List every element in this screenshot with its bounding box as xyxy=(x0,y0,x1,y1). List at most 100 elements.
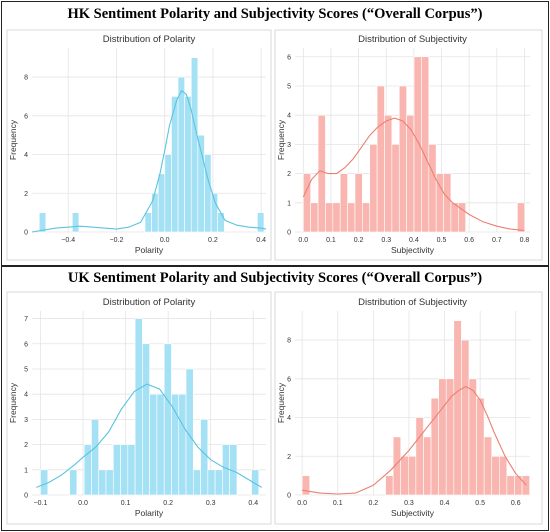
y-tick-label: 8 xyxy=(24,75,28,82)
histogram-bar xyxy=(157,173,166,233)
histogram-bar xyxy=(398,85,407,233)
histogram-bar xyxy=(144,212,152,233)
histogram-bar xyxy=(445,378,455,496)
x-tick-label: 0.3 xyxy=(381,237,391,244)
x-tick-label: 0.6 xyxy=(511,500,521,507)
x-axis-label: Subjectivity xyxy=(391,245,435,255)
histogram-bar xyxy=(185,368,194,496)
histogram-bar xyxy=(491,455,500,496)
histogram-bar xyxy=(164,154,172,233)
histogram-bar xyxy=(517,202,526,233)
chart-panel-4: 0.0 0.1 0.2 0.3 0.4 0.5 0.6 0 2 4 6 8 Distribution o… xyxy=(274,291,543,525)
histogram-bar xyxy=(83,444,92,496)
chart-title: Distribution of Subjectivity xyxy=(358,297,467,308)
x-tick-label: 0.4 xyxy=(256,237,266,244)
histogram-bar xyxy=(149,393,158,496)
x-tick-label: 0.3 xyxy=(404,500,414,507)
y-tick-label: 2 xyxy=(287,171,291,178)
histogram-bar xyxy=(369,144,378,233)
y-tick-label: 4 xyxy=(287,113,291,120)
section-divider xyxy=(1,265,548,267)
histogram-bar xyxy=(120,444,129,496)
x-axis-label: Polarity xyxy=(135,508,164,518)
x-axis-label: Subjectivity xyxy=(391,508,435,518)
histogram-bar xyxy=(483,436,493,496)
histogram-bar xyxy=(200,419,209,496)
y-tick-label: 3 xyxy=(287,142,291,149)
histogram-bar xyxy=(385,475,394,496)
histogram-bar xyxy=(461,339,470,496)
y-tick-label: 8 xyxy=(287,338,291,345)
x-tick-label: 0.6 xyxy=(464,237,474,244)
kde-curve xyxy=(31,89,267,233)
histogram-bar xyxy=(214,469,223,496)
x-tick-label: 0.4 xyxy=(409,237,419,244)
histogram-bar xyxy=(423,436,432,496)
histogram-bar xyxy=(453,320,462,496)
histogram-bar xyxy=(443,173,452,233)
histogram-bar xyxy=(458,202,466,233)
histogram-bar xyxy=(217,212,225,233)
x-tick-label: −0.4 xyxy=(61,237,75,244)
y-axis-label: Frequency xyxy=(8,119,18,160)
histogram-bar xyxy=(40,469,49,496)
histogram-bar xyxy=(413,56,422,233)
histogram-bar xyxy=(450,202,459,233)
x-axis-label: Polarity xyxy=(135,245,164,255)
y-tick-label: 6 xyxy=(24,113,28,120)
kde-curve xyxy=(302,117,525,232)
histogram-bar xyxy=(105,469,114,496)
x-tick-label: 0.1 xyxy=(326,237,336,244)
hk-section-title: HK Sentiment Polarity and Subjectivity S… xyxy=(67,6,483,22)
y-tick-label: 4 xyxy=(24,152,28,159)
histogram-bar xyxy=(134,318,143,496)
y-tick-label: 0 xyxy=(24,230,28,237)
y-tick-label: 1 xyxy=(287,200,291,207)
histogram-bar xyxy=(430,397,439,496)
histogram-bar xyxy=(69,469,78,496)
x-tick-label: 0.1 xyxy=(121,500,131,507)
chart-title: Distribution of Subjectivity xyxy=(358,34,467,45)
y-axis-label: Frequency xyxy=(276,382,286,423)
y-tick-label: 6 xyxy=(24,341,28,348)
histogram-bar xyxy=(339,173,348,233)
y-tick-label: 1 xyxy=(24,467,28,474)
x-tick-label: 0.4 xyxy=(440,500,450,507)
histogram-bar xyxy=(317,114,326,233)
y-tick-label: 2 xyxy=(287,454,291,461)
histogram-bar xyxy=(38,212,47,233)
x-tick-label: 0.8 xyxy=(520,237,530,244)
histogram-bar xyxy=(184,96,192,233)
y-tick-label: 5 xyxy=(287,83,291,90)
chart-title: Distribution of Polarity xyxy=(103,297,196,308)
chart-panel-3: −0.1 0.0 0.1 0.2 0.3 0.4 0 1 2 3 4 5 6 7 Distribution … xyxy=(6,291,272,525)
histogram-bar xyxy=(163,343,172,496)
histogram-bar xyxy=(127,444,136,496)
x-tick-label: 0.4 xyxy=(248,500,258,507)
y-tick-label: 0 xyxy=(287,230,291,237)
histogram-bar xyxy=(112,444,121,496)
histogram-bar xyxy=(171,393,180,496)
y-tick-label: 5 xyxy=(24,366,28,373)
histogram-bar xyxy=(71,212,80,233)
y-axis-label: Frequency xyxy=(276,119,286,160)
histogram-bar xyxy=(499,455,508,496)
histogram-bar xyxy=(506,475,515,496)
histogram-bar xyxy=(204,154,212,233)
panel-border xyxy=(6,29,272,261)
x-tick-label: 0.3 xyxy=(206,500,216,507)
y-tick-label: 0 xyxy=(287,493,291,500)
y-tick-label: 3 xyxy=(24,417,28,424)
y-tick-label: 0 xyxy=(24,493,28,500)
kde-curve xyxy=(36,383,262,488)
uk-section-title: UK Sentiment Polarity and Subjectivity S… xyxy=(67,270,483,286)
histogram-bar xyxy=(438,378,447,496)
x-tick-label: 0.2 xyxy=(354,237,364,244)
histogram-bar xyxy=(91,419,100,496)
histogram-bar xyxy=(376,85,385,233)
histogram-bar xyxy=(415,417,424,496)
chart-panel-1: −0.4 −0.2 0.0 0.2 0.4 0 2 4 6 8 Distribution of Po… xyxy=(6,29,272,261)
x-tick-label: −0.1 xyxy=(34,500,48,507)
x-tick-label: 0.0 xyxy=(160,237,170,244)
